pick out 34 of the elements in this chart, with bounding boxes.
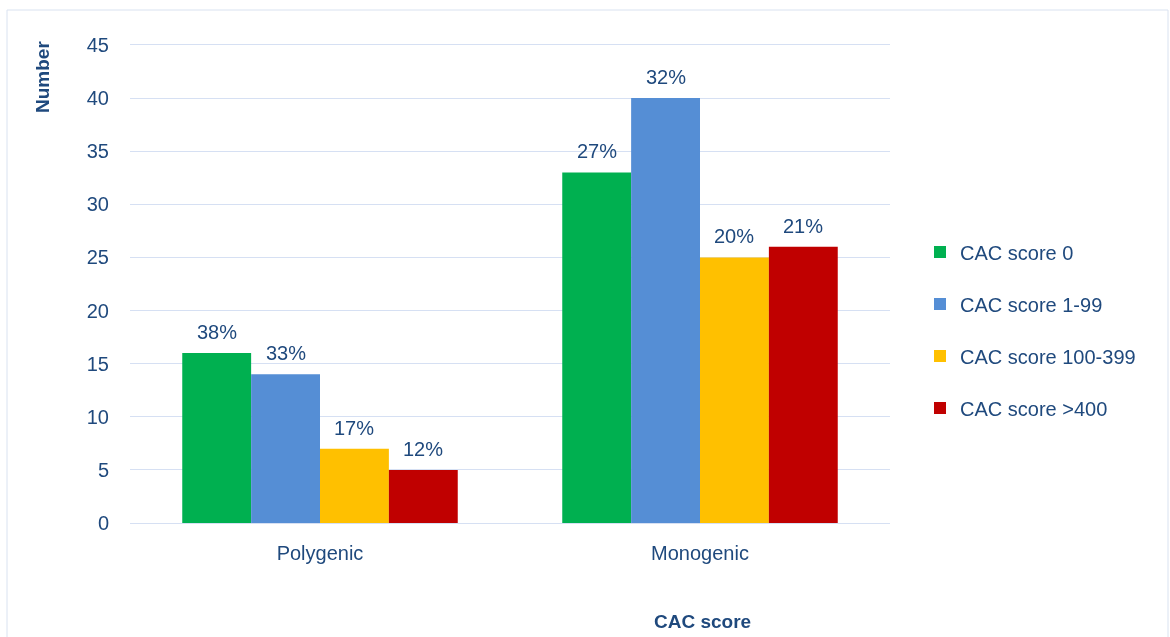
annotation: 21% xyxy=(783,215,824,237)
legend-label: CAC score >400 xyxy=(960,397,1108,420)
x-axis-title: CAC score xyxy=(654,611,752,632)
y-tick-label: 25 xyxy=(86,246,109,269)
bar xyxy=(251,374,320,523)
y-tick-label: 40 xyxy=(86,87,109,110)
annotation: 27% xyxy=(577,140,618,162)
annotation: 38% xyxy=(197,321,238,343)
legend-label: CAC score 100-399 xyxy=(960,345,1136,368)
y-tick-label: 30 xyxy=(86,193,109,216)
annotation: 12% xyxy=(403,438,444,460)
legend-label: CAC score 0 xyxy=(960,241,1074,264)
bar xyxy=(768,246,838,523)
annotation: 33% xyxy=(266,342,307,364)
bar xyxy=(700,257,769,523)
y-tick-label: 15 xyxy=(86,352,109,375)
annotation: 32% xyxy=(646,66,687,88)
y-tick-label: 45 xyxy=(86,34,109,56)
y-tick-label: 0 xyxy=(97,512,109,534)
bar xyxy=(631,98,700,523)
bar xyxy=(182,353,252,523)
bar xyxy=(562,172,632,523)
y-tick-label: 5 xyxy=(97,458,109,481)
annotation: 20% xyxy=(714,225,755,247)
y-tick-label: 35 xyxy=(86,140,109,163)
y-tick-label: 20 xyxy=(86,299,109,322)
x-tick-label: Polygenic xyxy=(276,542,364,565)
annotation: 17% xyxy=(334,417,375,439)
x-tick-label: Monogenic xyxy=(651,542,749,565)
legend-label: CAC score 1-99 xyxy=(960,293,1103,316)
bar xyxy=(320,448,389,523)
bar xyxy=(388,469,458,523)
y-tick-label: 10 xyxy=(86,405,109,428)
y-axis-title: Number xyxy=(32,40,53,113)
